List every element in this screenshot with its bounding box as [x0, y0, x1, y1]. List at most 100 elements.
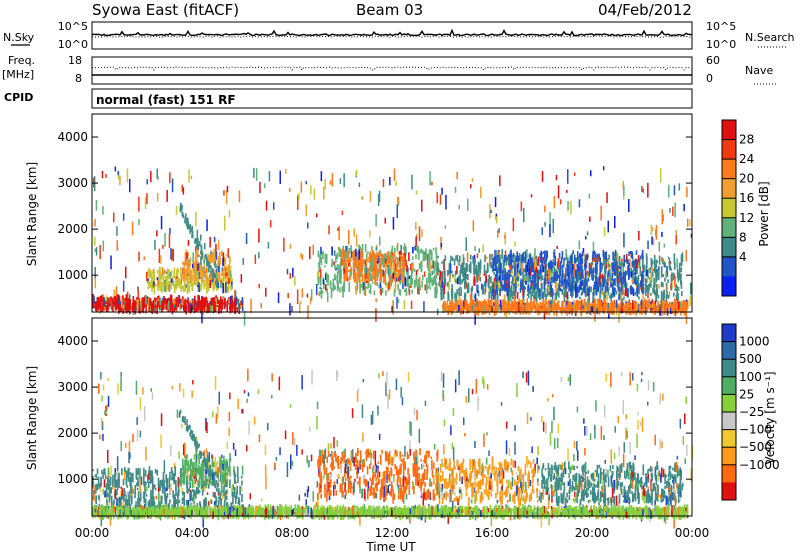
echo-mark — [533, 253, 536, 257]
echo-mark — [325, 272, 328, 283]
echo-mark — [595, 271, 598, 275]
echo-mark — [628, 270, 630, 280]
echo-mark — [557, 283, 560, 291]
echo-mark — [196, 467, 199, 473]
echo-mark — [520, 280, 522, 290]
echo-mark — [240, 300, 242, 305]
echo-mark — [349, 275, 351, 281]
echo-mark — [553, 272, 555, 277]
echo-mark — [153, 484, 155, 489]
echo-mark — [542, 291, 544, 302]
echo-mark — [473, 254, 476, 261]
echo-mark — [647, 300, 649, 306]
echo-mark — [139, 304, 142, 314]
echo-mark — [466, 252, 469, 263]
echo-mark — [344, 270, 347, 280]
noise-mark — [353, 228, 355, 237]
echo-mark — [514, 298, 516, 309]
echo-mark — [153, 281, 155, 286]
echo-mark — [503, 301, 506, 306]
echo-mark — [466, 284, 469, 294]
echo-mark — [432, 260, 435, 269]
noise-mark — [614, 426, 616, 433]
echo-mark — [371, 246, 373, 251]
echo-mark — [475, 303, 478, 310]
echo-mark — [162, 308, 165, 311]
echo-mark — [491, 299, 493, 308]
echo-mark — [168, 478, 170, 489]
echo-mark — [441, 278, 444, 289]
echo-mark — [596, 300, 599, 309]
noise-mark — [348, 229, 350, 245]
echo-mark — [649, 267, 651, 274]
echo-mark — [185, 284, 188, 288]
noise-mark — [613, 452, 616, 460]
echo-mark — [343, 251, 345, 260]
echo-mark — [618, 265, 620, 270]
echo-mark — [168, 269, 170, 275]
echo-mark — [108, 306, 110, 309]
echo-mark — [535, 255, 537, 260]
echo-mark — [658, 284, 660, 289]
echo-mark — [592, 309, 594, 313]
noise-mark — [301, 254, 304, 261]
noise-mark — [534, 248, 536, 255]
noise-mark — [474, 310, 476, 325]
echo-mark — [185, 499, 188, 506]
echo-mark — [197, 301, 199, 312]
echo-mark — [668, 304, 670, 311]
noise-mark — [125, 442, 127, 448]
echo-mark — [122, 304, 125, 309]
echo-mark — [385, 268, 387, 273]
echo-mark — [509, 293, 511, 302]
noise-mark — [684, 458, 686, 464]
echo-mark — [549, 260, 551, 269]
echo-mark — [454, 299, 457, 310]
echo-mark — [132, 488, 134, 494]
echo-mark — [389, 261, 392, 268]
noise-mark — [166, 190, 168, 202]
echo-mark — [197, 488, 200, 495]
noise-mark — [560, 377, 563, 382]
noise-mark — [100, 514, 103, 527]
noise-mark — [532, 386, 534, 392]
echo-mark — [504, 282, 506, 292]
noise-mark — [567, 376, 570, 382]
echo-mark — [207, 261, 210, 266]
echo-mark — [577, 269, 580, 279]
echo-mark — [538, 276, 541, 280]
noise-mark — [306, 455, 308, 464]
echo-mark — [217, 263, 219, 267]
echo-mark — [377, 269, 380, 272]
echo-mark — [93, 296, 95, 304]
echo-mark — [357, 272, 360, 279]
echo-mark — [213, 283, 216, 290]
echo-mark — [235, 496, 237, 504]
echo-mark — [348, 269, 350, 273]
echo-mark — [171, 304, 174, 315]
echo-mark — [220, 280, 222, 289]
echo-mark — [675, 294, 678, 301]
echo-mark — [651, 271, 654, 277]
echo-mark — [201, 297, 204, 305]
echo-mark — [382, 253, 384, 261]
echo-mark — [592, 251, 594, 262]
echo-mark — [125, 494, 128, 506]
echo-mark — [664, 277, 666, 282]
echo-mark — [354, 252, 356, 259]
echo-mark — [492, 283, 495, 294]
noise-mark — [214, 376, 217, 390]
noise-mark — [607, 469, 609, 477]
echo-mark — [175, 486, 177, 497]
echo-mark — [588, 296, 590, 300]
echo-mark — [365, 259, 368, 268]
echo-mark — [432, 248, 435, 251]
noise-mark — [668, 291, 671, 297]
noise-mark — [452, 500, 454, 512]
echo-mark — [194, 261, 196, 271]
echo-mark — [641, 279, 643, 290]
echo-mark — [394, 274, 396, 282]
noise-mark — [138, 196, 140, 212]
echo-mark — [111, 298, 113, 305]
echo-mark — [200, 256, 202, 265]
